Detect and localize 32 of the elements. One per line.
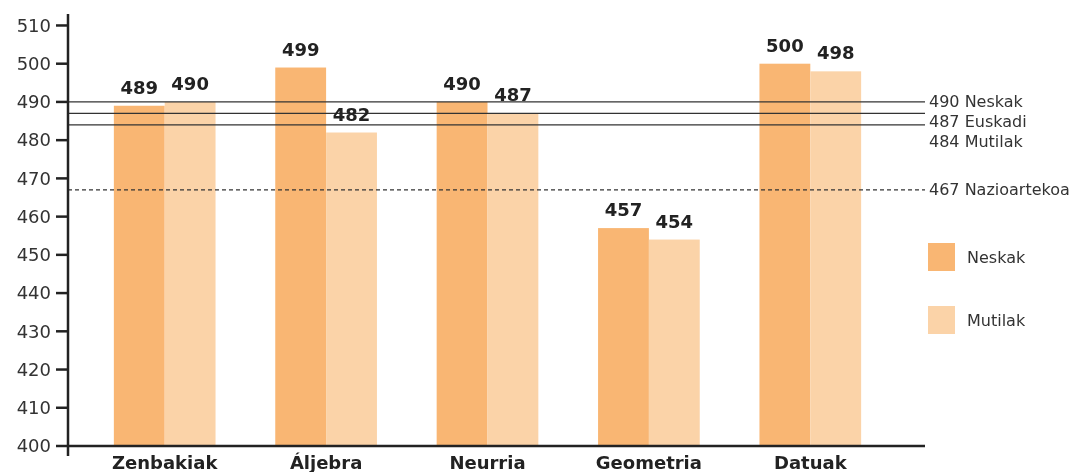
ref-line-label: 490 Neskak — [929, 91, 1024, 111]
data-label: 490 — [443, 72, 481, 94]
data-label: 457 — [604, 199, 643, 221]
y-tick-label: 410 — [16, 397, 51, 419]
y-tick-label: 430 — [16, 320, 51, 342]
y-tick-label: 440 — [16, 282, 51, 304]
legend-label: Mutilak — [967, 311, 1026, 330]
y-tick-label: 420 — [16, 358, 51, 380]
x-tick-label: Datuak — [773, 452, 848, 472]
ref-line-label: 467 Nazioartekoa — [929, 179, 1070, 199]
ref-line-label: 484 Mutilak — [929, 131, 1024, 151]
y-tick-label: 490 — [16, 91, 51, 113]
data-label: 454 — [655, 210, 694, 232]
data-label: 498 — [816, 42, 855, 64]
legend-label: Neskak — [967, 248, 1026, 267]
y-tick-label: 510 — [16, 14, 51, 36]
x-tick-label: Áljebra — [289, 452, 363, 472]
x-tick-label: Neurria — [449, 452, 526, 472]
data-label: 489 — [120, 76, 159, 98]
ref-line-label: 487 Euskadi — [929, 111, 1027, 131]
y-tick-label: 400 — [16, 435, 51, 457]
data-label: 499 — [281, 38, 320, 60]
x-tick-label: Zenbakiak — [112, 452, 219, 472]
data-label: 500 — [766, 34, 804, 56]
y-tick-label: 470 — [16, 167, 51, 189]
data-label: 490 — [171, 72, 209, 94]
y-tick-label: 460 — [16, 205, 51, 227]
data-label: 487 — [494, 84, 532, 106]
y-tick-label: 480 — [16, 129, 51, 151]
y-tick-label: 450 — [16, 244, 51, 266]
y-tick-label: 500 — [16, 53, 51, 74]
x-tick-label: Geometria — [595, 452, 702, 472]
